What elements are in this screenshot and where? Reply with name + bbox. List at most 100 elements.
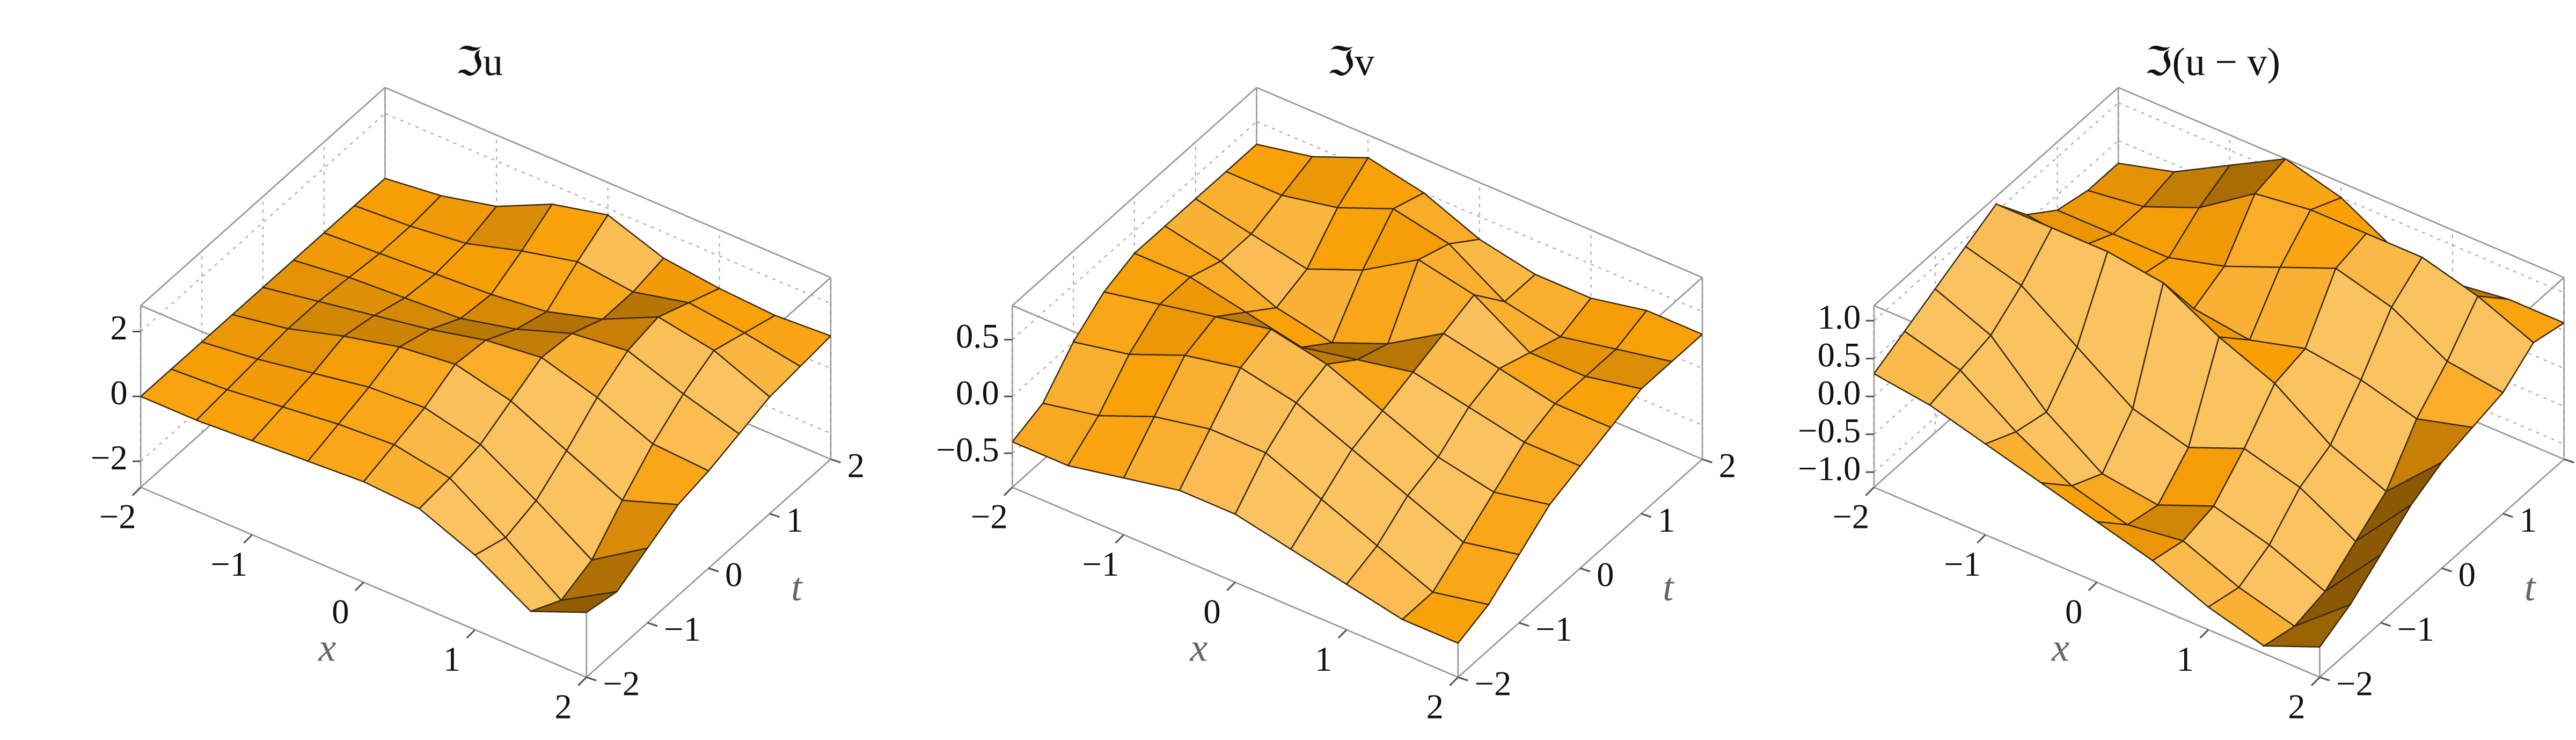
plot-title: ℑv (1327, 40, 1374, 84)
x-tick (1449, 677, 1459, 686)
x-axis-label: x (318, 625, 336, 669)
z-tick-label: 2 (110, 308, 127, 347)
plot-title: ℑ(u − v) (2145, 40, 2280, 84)
x-tick-label: 2 (1426, 687, 1444, 726)
y-tick (2380, 622, 2391, 627)
x-tick (577, 677, 587, 686)
surface-plot: ℑu −2 0 2 −2 −1 0 1 2 −2 −1 0 1 2 x t (91, 40, 865, 726)
y-tick-label: 2 (847, 446, 865, 484)
y-tick-label: −1 (664, 610, 701, 648)
x-tick-label: 2 (555, 687, 572, 726)
x-tick-label: 2 (2288, 687, 2305, 726)
surface-patch (2262, 603, 2352, 648)
grid-line (1874, 140, 2119, 359)
x-tick (131, 487, 142, 496)
y-tick (830, 458, 841, 463)
surface (141, 177, 831, 613)
x-tick-label: 0 (332, 592, 349, 631)
x-tick (355, 582, 364, 591)
box-edge (1874, 86, 2119, 307)
grid-line (1256, 121, 1703, 313)
y-tick (1579, 567, 1591, 572)
x-tick (2088, 582, 2098, 591)
y-tick (1519, 622, 1529, 627)
y-tick (2319, 676, 2330, 681)
x-tick (243, 534, 253, 544)
x-tick-label: 0 (1203, 592, 1220, 631)
z-tick-label: −0.5 (936, 430, 999, 469)
z-tick-label: −0.5 (1798, 411, 1861, 450)
y-tick (1641, 513, 1652, 518)
y-tick (708, 567, 719, 572)
y-tick-label: −2 (2336, 664, 2373, 702)
box-edge (384, 86, 831, 279)
z-tick-label: 0.5 (1818, 336, 1861, 374)
x-tick-label: 1 (1315, 640, 1332, 678)
x-tick (1003, 487, 1013, 496)
x-tick-label: −2 (1833, 497, 1870, 536)
y-tick-label: −2 (1475, 664, 1512, 702)
y-axis-label: t (791, 565, 803, 609)
y-tick-label: 1 (786, 500, 803, 539)
y-tick-label: −2 (603, 664, 640, 702)
y-tick (769, 513, 780, 518)
plot-title: ℑu (456, 40, 503, 84)
surface-patch (530, 591, 618, 613)
x-axis-label: x (1190, 625, 1208, 669)
y-tick (647, 622, 658, 627)
x-tick-label: −2 (99, 497, 136, 536)
x-tick (2310, 677, 2321, 686)
z-tick-label: −1.0 (1798, 449, 1861, 488)
x-tick (1337, 629, 1348, 639)
y-tick-label: 0 (2458, 555, 2476, 593)
box-edge (1256, 86, 1703, 279)
y-tick-label: −1 (2397, 610, 2434, 648)
x-tick-label: −2 (971, 497, 1008, 536)
x-tick-label: 0 (2065, 592, 2082, 631)
z-tick-label: 0 (110, 373, 127, 412)
grid-line (1874, 102, 2119, 322)
grid-line (385, 113, 831, 304)
y-tick-label: 1 (2520, 500, 2537, 539)
surface-patch (1401, 591, 1490, 644)
y-tick (1702, 458, 1713, 463)
y-tick (2564, 458, 2574, 463)
grid-line (1012, 121, 1257, 340)
x-tick-label: 1 (443, 640, 460, 678)
box-edge (140, 86, 386, 307)
y-tick (2502, 513, 2513, 518)
surface (1012, 143, 1703, 644)
x-tick-label: 1 (2177, 640, 2194, 678)
y-tick-label: −1 (1535, 610, 1572, 648)
x-tick-label: −1 (210, 545, 247, 583)
x-tick (2199, 629, 2209, 639)
y-tick-label: 0 (1597, 555, 1614, 593)
x-tick-label: −1 (1944, 545, 1981, 583)
z-tick-label: 0.0 (956, 373, 999, 412)
y-tick (1458, 676, 1468, 681)
box-edge (1012, 86, 1257, 307)
grid-line (140, 113, 386, 332)
y-tick-label: 2 (1719, 446, 1736, 484)
surface-plot: ℑ(u − v)−1.0−0.50.00.51.0−2−1012−2−1012x… (1798, 40, 2574, 726)
x-tick (1865, 487, 1875, 496)
x-tick-label: −1 (1082, 545, 1119, 583)
z-tick-label: 1.0 (1818, 298, 1861, 336)
y-axis-label: t (2524, 565, 2536, 609)
x-tick (1226, 582, 1236, 591)
x-axis-label: x (2051, 625, 2069, 669)
z-tick-label: −2 (91, 438, 128, 477)
x-tick (466, 629, 476, 639)
y-tick (2441, 567, 2452, 572)
x-tick (1977, 534, 1986, 544)
surface (1874, 158, 2564, 648)
x-tick (1115, 534, 1125, 544)
y-axis-label: t (1663, 565, 1674, 609)
box-edge (2118, 86, 2565, 279)
box-edge (1012, 487, 1459, 678)
y-tick-label: 0 (725, 555, 742, 593)
y-tick (586, 676, 597, 681)
z-tick-label: 0.0 (1818, 373, 1861, 412)
surface-plot: ℑv −0.5 0.0 0.5 −2 −1 0 1 2 −2 −1 0 1 2 x t (936, 40, 1737, 726)
